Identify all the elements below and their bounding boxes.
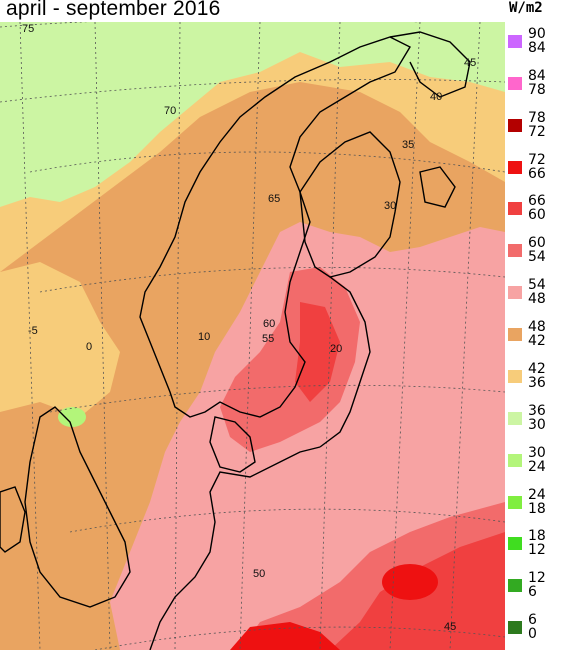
coast-ireland [0,486,26,553]
legend-swatch [508,369,522,383]
legend-upper-bound: 78 [528,109,546,126]
lon-label-0: 0 [86,341,92,353]
lon-label-10: 10 [198,331,210,343]
legend-item: 84 78 [505,64,561,104]
legend-upper-bound: 60 [528,235,546,252]
coast-lake-ladoga [419,166,456,208]
lon-label-20: 20 [330,343,342,355]
lat-label-45: 45 [444,621,456,633]
field-zone-green-north [0,22,505,207]
field-core-red-south [230,622,340,650]
legend-upper-bound: 42 [528,360,546,377]
coast-uk [24,406,131,608]
legend-item: 24 18 [505,483,561,523]
legend-upper-bound: 30 [528,444,546,461]
legend-lower-bound: 78 [528,81,546,98]
map-title: april - september 2016 [6,0,221,20]
coast-white-sea [389,31,471,98]
legend-item: 72 66 [505,148,561,188]
legend-lower-bound: 66 [528,165,546,182]
legend-lower-bound: 36 [528,374,546,391]
coastlines [0,31,471,650]
radiation-map: 75 70 65 60 55 50 45 -5 0 10 20 30 35 40… [0,22,505,650]
legend-upper-bound: 18 [528,528,546,545]
legend-item: 12 6 [505,566,561,606]
legend-lower-bound: 60 [528,207,546,224]
legend-swatch [508,244,522,258]
legend-lower-bound: 72 [528,123,546,140]
legend-item: 36 30 [505,399,561,439]
legend-upper-bound: 72 [528,151,546,168]
field-zone-green-northeast [330,22,505,57]
legend-swatch [508,453,522,467]
legend-swatch [508,202,522,216]
lat-label-55: 55 [262,333,274,345]
legend-upper-bound: 36 [528,402,546,419]
coast-norway-sweden [139,36,411,418]
lat-label-75: 75 [22,23,34,35]
lat-label-65: 65 [268,193,280,205]
legend-swatch [508,537,522,551]
legend-item: 66 60 [505,189,561,229]
legend-item: 90 84 [505,22,561,62]
legend-upper-bound: 6 [528,612,537,629]
legend-lower-bound: 0 [528,626,537,643]
legend-upper-bound: 66 [528,193,546,210]
graticule [0,22,505,650]
legend-swatch [508,495,522,509]
legend-upper-bound: 48 [528,319,546,336]
legend-swatch [508,328,522,342]
legend-item: 42 36 [505,357,561,397]
legend-upper-bound: 54 [528,277,546,294]
legend-lower-bound: 18 [528,500,546,517]
coast-denmark [209,416,256,473]
lon-label-30: 30 [384,200,396,212]
legend-lower-bound: 6 [528,584,537,601]
legend-swatch [508,118,522,132]
legend-swatch [508,411,522,425]
lat-label-70: 70 [164,105,176,117]
legend-item: 30 24 [505,441,561,481]
legend-item: 78 72 [505,106,561,146]
legend-swatch [508,76,522,90]
legend-upper-bound: 12 [528,570,546,587]
color-legend: 90 84 84 78 78 72 72 66 66 60 60 54 54 48 48 42 42 36 36 30… [505,22,561,650]
lon-label-40: 40 [430,91,442,103]
field-zone-light-orange-west [0,262,120,417]
legend-lower-bound: 84 [528,40,546,56]
legend-swatch [508,35,522,48]
lon-label-45: 45 [464,57,476,69]
coast-baltic-east [319,276,371,448]
legend-lower-bound: 30 [528,416,546,433]
unit-label: W/m2 [509,0,543,16]
legend-upper-bound: 90 [528,26,546,42]
lat-label-60: 60 [263,318,275,330]
legend-lower-bound: 12 [528,542,546,559]
lon-label-35: 35 [402,139,414,151]
legend-lower-bound: 24 [528,458,546,475]
legend-lower-bound: 48 [528,291,546,308]
lon-label-minus5: -5 [28,325,38,337]
legend-upper-bound: 24 [528,486,546,503]
coast-finland [299,131,401,278]
field-core-red-spot [382,564,438,600]
legend-upper-bound: 84 [528,67,546,84]
legend-swatch [508,579,522,593]
legend-item: 18 12 [505,524,561,564]
legend-swatch [508,160,522,174]
coast-continent [149,446,321,650]
lat-label-50: 50 [253,568,265,580]
legend-item: 60 54 [505,231,561,271]
legend-lower-bound: 54 [528,249,546,266]
legend-lower-bound: 42 [528,333,546,350]
legend-item: 48 42 [505,315,561,355]
legend-swatch [508,621,522,635]
field-patch-green-west [58,407,86,427]
legend-swatch [508,286,522,300]
map-canvas: 75 70 65 60 55 50 45 -5 0 10 20 30 35 40… [0,22,505,650]
legend-item: 54 48 [505,273,561,313]
